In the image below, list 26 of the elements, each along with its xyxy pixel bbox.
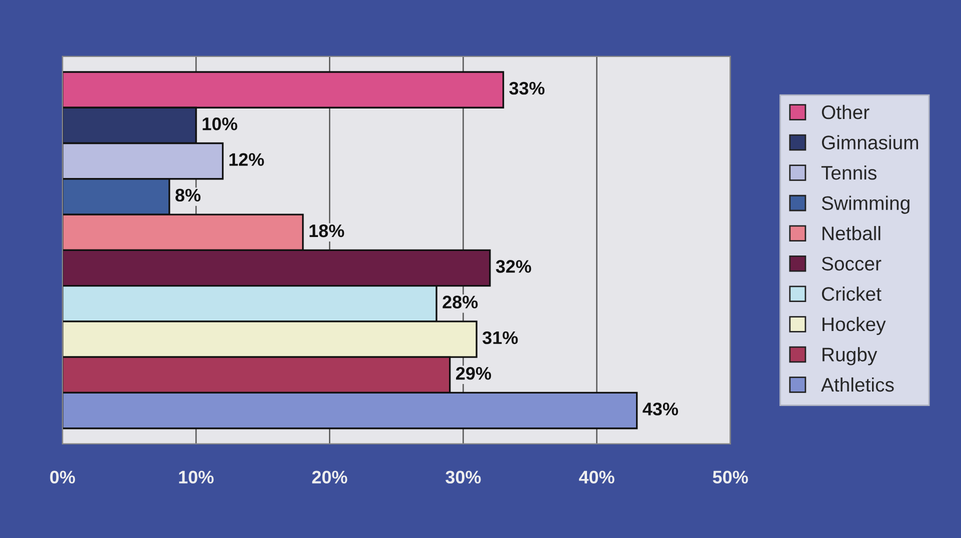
legend-label: Rugby (822, 347, 878, 366)
legend-label: Swimming (822, 196, 910, 214)
legend-label: Athletics (821, 377, 894, 392)
legend-label: Gimnasium (822, 135, 918, 150)
data-label: 12% (229, 153, 264, 166)
data-label: 10% (202, 118, 238, 130)
legend-label: Other (822, 104, 870, 120)
legend-label: Hockey (822, 316, 886, 335)
data-label: 31% (482, 331, 518, 344)
legend-label: Netball (822, 226, 880, 240)
data-label: 43% (642, 402, 678, 416)
x-tick-label: 30% (446, 470, 481, 484)
x-tick-label: 20% (312, 470, 348, 484)
data-label: 32% (496, 260, 532, 273)
legend-label: Soccer (822, 256, 882, 271)
data-label: 18% (310, 224, 344, 238)
data-label: 29% (456, 366, 492, 380)
x-tick-label: 10% (179, 470, 214, 484)
data-label: 33% (509, 82, 544, 95)
data-label: 8% (175, 188, 201, 202)
x-tick-label: 40% (578, 470, 614, 484)
x-tick-label: 50% (712, 470, 748, 484)
legend-label: Tennis (821, 165, 876, 180)
legend-label: Cricket (822, 286, 882, 301)
x-tick-label: 0% (50, 470, 76, 484)
data-label: 28% (442, 296, 478, 308)
